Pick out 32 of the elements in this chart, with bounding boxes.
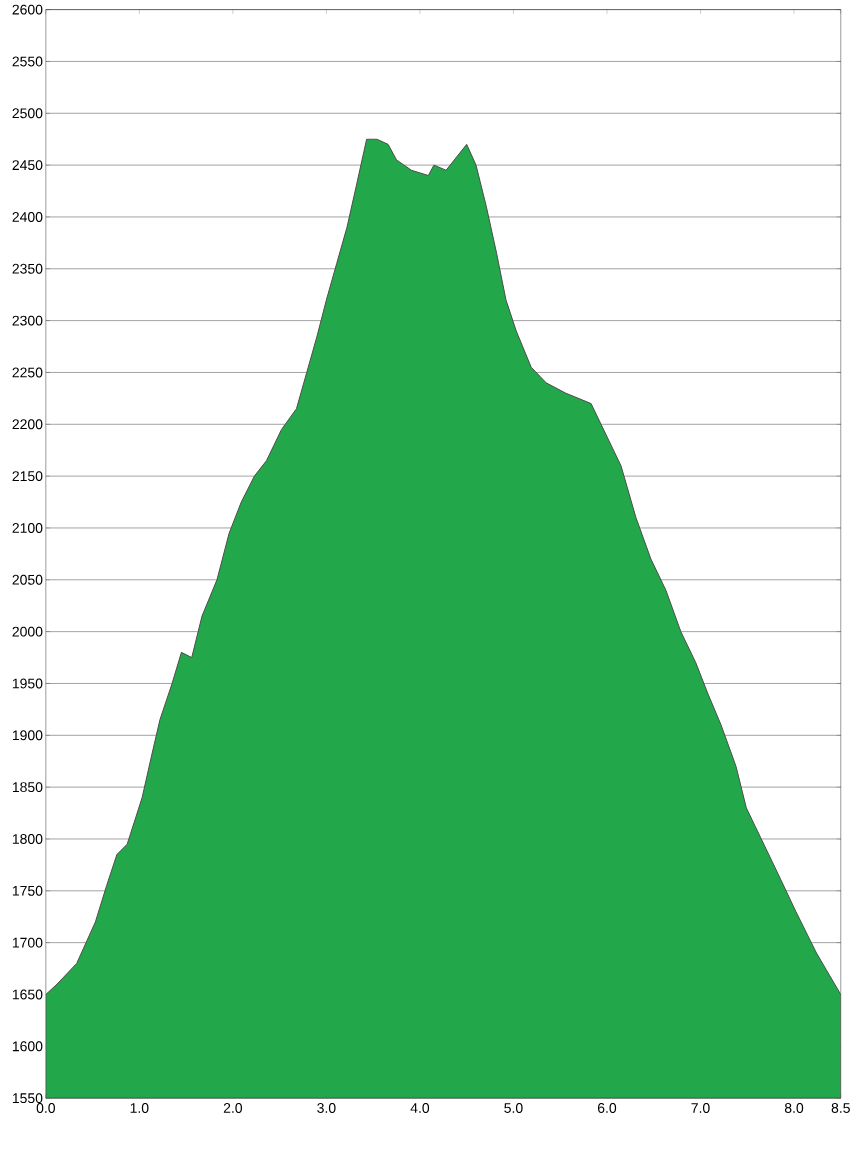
y-tick-label: 2200 [12, 419, 43, 430]
x-tick-label: 0.0 [36, 1103, 55, 1113]
y-tick-label: 1700 [12, 937, 43, 948]
y-tick-label: 2100 [12, 523, 43, 533]
y-tick-label: 2450 [12, 160, 43, 171]
y-tick-label: 1900 [12, 730, 43, 741]
y-tick-label: 2550 [12, 56, 43, 67]
y-tick-label: 2150 [12, 471, 43, 482]
y-tick-label: 1550 [12, 1093, 43, 1104]
y-tick-label: 1950 [12, 678, 43, 689]
y-tick-label: 2050 [12, 574, 43, 585]
x-tick-label: 2.0 [223, 1103, 242, 1113]
y-tick-label: 2300 [12, 315, 43, 326]
x-tick-label: 6.0 [597, 1103, 617, 1113]
x-tick-label: 8.5 [831, 1103, 850, 1113]
x-tick-label: 7.0 [691, 1103, 710, 1113]
y-tick-label: 2000 [12, 626, 43, 637]
x-tick-label: 4.0 [410, 1103, 430, 1113]
x-tick-label: 1.0 [130, 1103, 149, 1113]
y-tick-label: 2500 [12, 108, 43, 119]
y-tick-label: 1750 [12, 885, 43, 896]
y-tick-label: 1800 [12, 834, 43, 844]
y-tick-label: 1650 [12, 989, 43, 1000]
y-tick-label: 2600 [12, 4, 43, 15]
y-tick-label: 1600 [12, 1041, 43, 1052]
y-tick-label: 2400 [12, 211, 43, 222]
x-tick-label: 3.0 [317, 1103, 336, 1113]
x-tick-label: 8.0 [784, 1103, 804, 1113]
y-tick-label: 2350 [12, 263, 43, 274]
x-tick-label: 5.0 [504, 1103, 523, 1113]
y-tick-label: 2250 [12, 367, 43, 378]
y-tick-label: 1850 [12, 782, 43, 793]
